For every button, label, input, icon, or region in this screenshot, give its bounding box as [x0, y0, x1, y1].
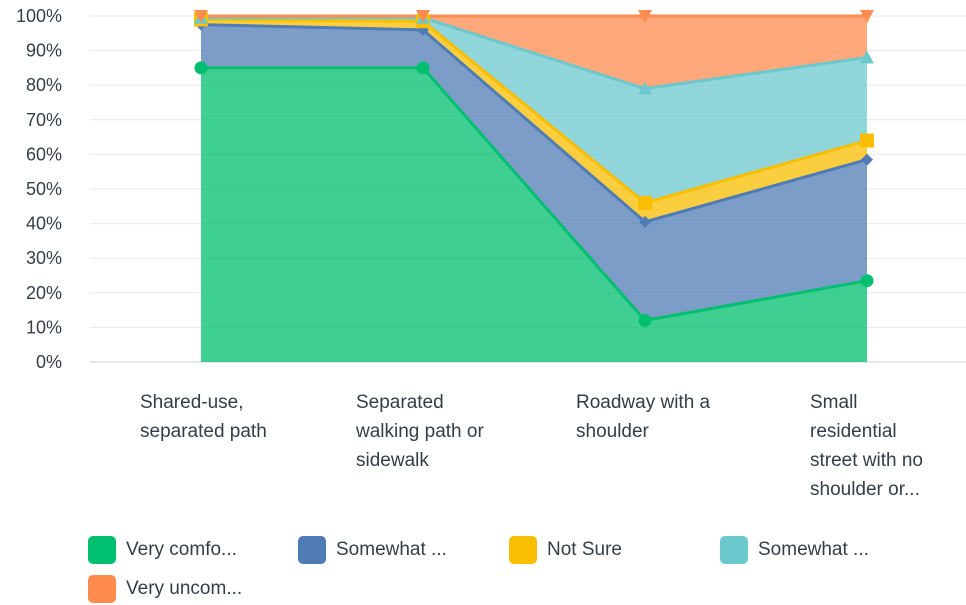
legend-swatch — [720, 536, 748, 564]
data-point[interactable] — [860, 274, 874, 288]
x-category-label-line: shoulder — [576, 421, 650, 442]
legend-swatch — [88, 536, 116, 564]
legend-item[interactable]: Very comfo... — [88, 534, 237, 566]
legend-label: Very uncom... — [126, 578, 243, 599]
legend-label: Somewhat ... — [336, 539, 447, 560]
legend-item[interactable]: Very uncom... — [88, 573, 242, 605]
x-category-label: Shared-use, separated path — [140, 392, 267, 442]
series-markers — [194, 10, 874, 327]
x-category-label-line: Roadway with a — [576, 392, 711, 413]
x-category-label-line: walking path or — [355, 421, 484, 442]
series-line-1 — [200, 23, 868, 224]
data-point[interactable] — [638, 81, 652, 95]
y-tick-label: 30% — [26, 248, 62, 268]
x-category-label-line: Shared-use, — [140, 392, 244, 413]
y-tick-label: 10% — [26, 317, 62, 337]
data-point[interactable] — [860, 133, 874, 148]
series-line-2 — [200, 17, 868, 205]
legend-item[interactable]: Not Sure — [509, 534, 622, 566]
y-tick-label: 0% — [36, 352, 62, 372]
y-tick-label: 80% — [26, 75, 62, 95]
x-category-label-line: Separated — [356, 392, 444, 413]
x-category-label-line: Small — [810, 392, 858, 413]
y-tick-label: 70% — [26, 110, 62, 130]
x-category-label-line: separated path — [140, 421, 267, 442]
y-axis-tick-labels: 0% 10% 20% 30% 40% 50% 60% 70% 80% 90% 100% — [16, 6, 62, 372]
series-area-2 — [201, 19, 867, 222]
series-line-0 — [201, 66, 868, 322]
series-lines — [200, 14, 868, 322]
x-category-label-line: residential — [810, 421, 897, 442]
y-tick-label: 60% — [26, 144, 62, 164]
legend-label: Very comfo... — [126, 539, 237, 560]
y-tick-label: 50% — [26, 179, 62, 199]
y-tick-label: 90% — [26, 41, 62, 61]
data-point[interactable] — [194, 10, 208, 23]
data-point[interactable] — [194, 61, 208, 75]
y-tick-label: 100% — [16, 6, 62, 26]
legend-label: Somewhat ... — [758, 539, 869, 560]
data-point[interactable] — [860, 50, 874, 64]
y-tick-label: 40% — [26, 214, 62, 234]
legend-item[interactable]: Somewhat ... — [720, 534, 869, 566]
data-point[interactable] — [416, 61, 430, 75]
x-category-label: Separated walking path or sidewalk — [355, 392, 484, 471]
x-category-label-line: sidewalk — [356, 450, 429, 471]
x-category-label: Roadway with a shoulder — [576, 392, 711, 442]
data-point[interactable] — [638, 10, 652, 23]
legend-swatch — [88, 575, 116, 603]
x-category-label-line: street with no — [810, 450, 923, 471]
data-point[interactable] — [638, 313, 652, 327]
legend-swatch — [509, 536, 537, 564]
legend-item[interactable]: Somewhat ... — [298, 534, 447, 566]
legend-swatch — [298, 536, 326, 564]
y-tick-label: 20% — [26, 283, 62, 303]
data-point[interactable] — [860, 10, 874, 23]
data-point[interactable] — [639, 215, 651, 228]
series-area-0 — [201, 67, 867, 363]
x-axis-category-labels: Shared-use, separated path Separated walkin… — [140, 392, 923, 500]
x-category-label-line: shoulder or... — [810, 479, 920, 500]
series-line-3 — [201, 16, 868, 91]
data-point[interactable] — [416, 10, 430, 23]
x-category-label: Small residential street with no shoulder o… — [810, 392, 923, 500]
legend-label: Not Sure — [547, 539, 622, 560]
series-area-1 — [201, 24, 867, 321]
data-point[interactable] — [638, 195, 652, 210]
stacked-area-chart: 0% 10% 20% 30% 40% 50% 60% 70% 80% 90% 100% Shared… — [16, 6, 966, 500]
data-point[interactable] — [861, 153, 873, 166]
